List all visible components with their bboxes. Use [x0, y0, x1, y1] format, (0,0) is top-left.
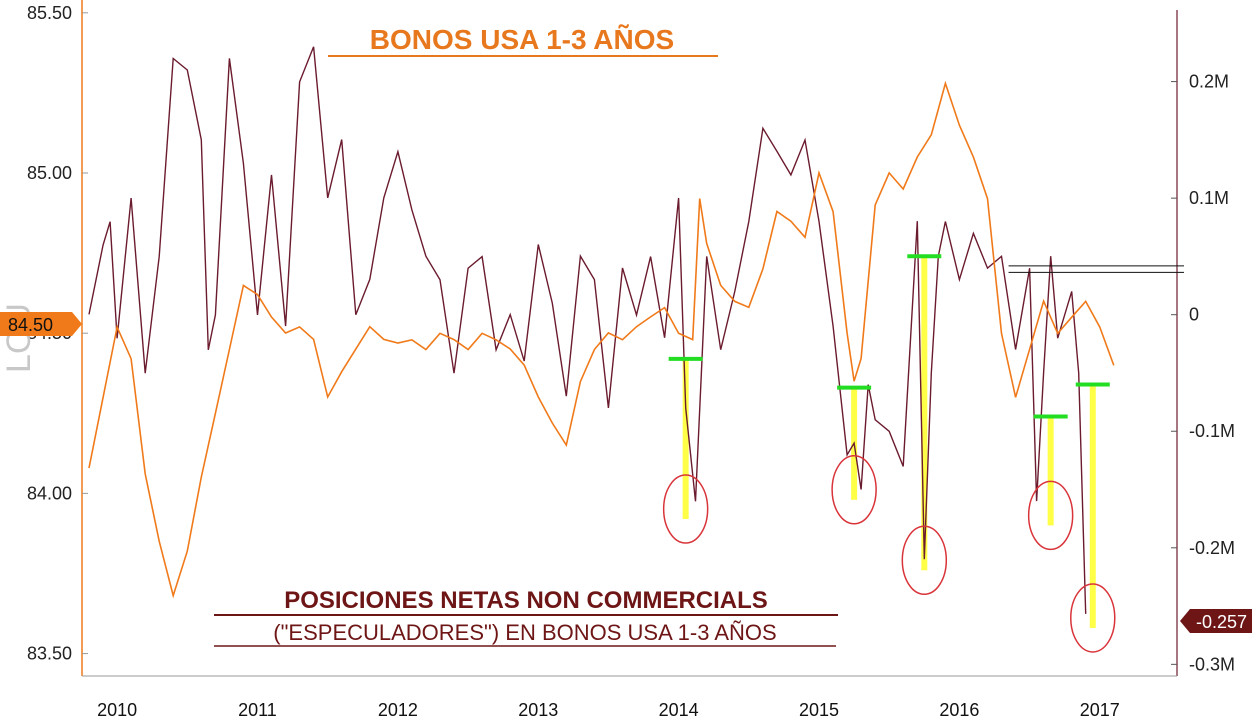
- year-label: 2010: [97, 700, 137, 720]
- annotation-line-2: ("ESPECULADORES") EN BONOS USA 1-3 AÑOS: [273, 620, 776, 645]
- left-tick-label: 84.00: [27, 483, 72, 503]
- left-tick-label: 85.50: [27, 3, 72, 23]
- year-label: 2017: [1080, 700, 1120, 720]
- right-tick-label: -0.2M: [1189, 538, 1235, 558]
- highlight-bar: [682, 358, 689, 520]
- year-label: 2014: [659, 700, 699, 720]
- right-tick-label: 0.2M: [1189, 72, 1229, 92]
- highlight-bar: [1089, 384, 1096, 628]
- circle-annotation: [831, 455, 877, 525]
- resistance-lines: [1008, 265, 1185, 273]
- year-label: 2012: [378, 700, 418, 720]
- year-label: 2011: [238, 700, 277, 720]
- left-last-value-label: 84.50: [8, 315, 53, 335]
- circle-annotation: [1070, 583, 1116, 653]
- right-tick-label: -0.3M: [1189, 654, 1235, 674]
- bottom-axis: 2010 2011 2012 2013 2014 2015 2016 2017: [82, 675, 1177, 720]
- left-tick-label: 85.00: [27, 163, 72, 183]
- year-label: 2015: [799, 700, 839, 720]
- left-last-value-badge: 84.50: [0, 312, 82, 336]
- positions-series-line: [88, 46, 1087, 614]
- right-tick-label: -0.1M: [1189, 421, 1235, 441]
- circle-annotation: [1027, 480, 1074, 551]
- marker-annotations: [668, 254, 1110, 419]
- right-axis: 0.2M 0.1M 0 -0.1M -0.2M -0.3M: [1171, 10, 1235, 676]
- price-series-line: [88, 80, 1115, 599]
- chart-title: BONOS USA 1-3 AÑOS: [370, 24, 674, 55]
- year-label: 2016: [939, 700, 979, 720]
- circle-annotation: [662, 474, 709, 544]
- right-tick-label: 0: [1189, 305, 1199, 325]
- right-last-value-badge: -0.257: [1180, 609, 1252, 633]
- left-tick-label: 83.50: [27, 644, 72, 664]
- highlight-layer: [682, 256, 1096, 628]
- circle-annotation: [901, 525, 948, 596]
- circle-annotations: [662, 455, 1116, 653]
- right-tick-label: 0.1M: [1189, 188, 1229, 208]
- year-label: 2013: [518, 700, 558, 720]
- annotation-line-1: POSICIONES NETAS NON COMMERCIALS: [284, 587, 768, 614]
- highlight-bar: [921, 256, 928, 571]
- right-last-value-label: -0.257: [1196, 612, 1247, 632]
- highlight-bar: [1047, 416, 1054, 526]
- chart-title-group: BONOS USA 1-3 AÑOS: [328, 24, 718, 57]
- annotation-text-group: POSICIONES NETAS NON COMMERCIALS ("ESPEC…: [214, 587, 838, 647]
